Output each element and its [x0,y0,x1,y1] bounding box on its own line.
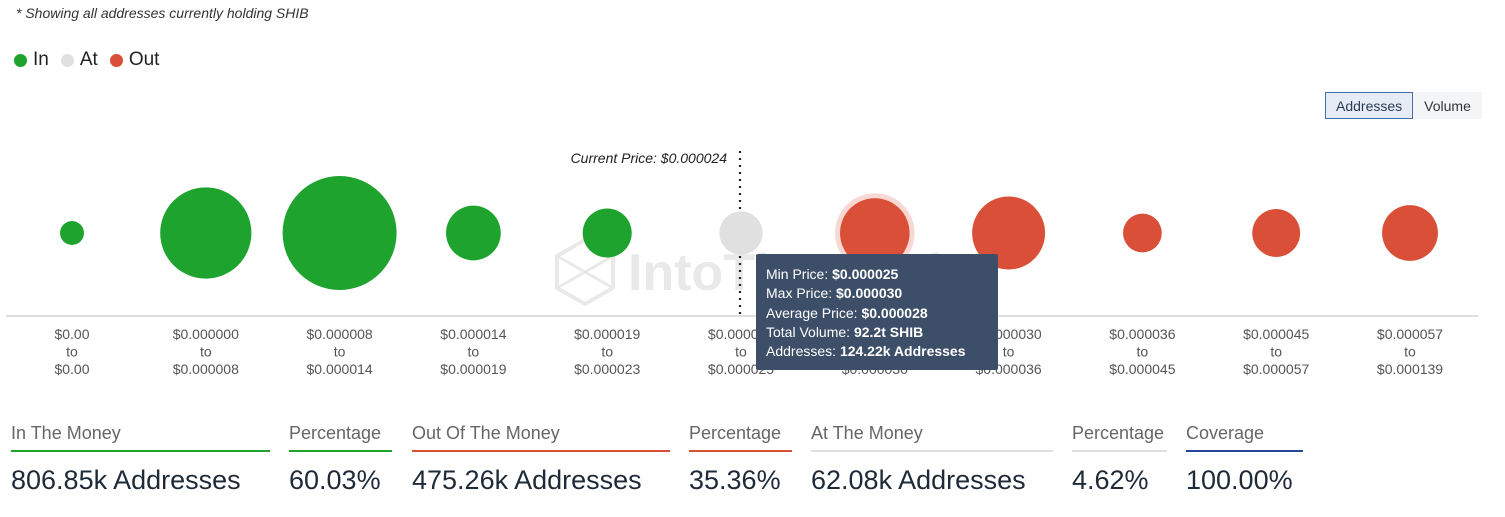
bubble-in[interactable] [446,205,501,261]
range-tick-label: to [1003,344,1015,360]
range-labels: $0.00to$0.00$0.000000to$0.000008$0.00000… [54,326,1443,377]
stat-value: 35.36% [689,465,781,495]
metric-toggle: Addresses Volume [1325,92,1482,119]
stat-out-of-the-money: Out Of The Money 475.26k Addresses [412,420,670,496]
legend-label-at: At [79,49,98,70]
range-tick-label: to [1404,344,1416,360]
range-tick-label: $0.000019 [440,361,506,377]
legend-label-out: Out [128,49,160,70]
range-tick-label: to [1270,344,1282,360]
tooltip-total-volume: Total Volume: 92.2t SHIB [766,323,924,340]
stat-out-percentage: Percentage 35.36% [689,420,792,496]
stat-label: Percentage [289,420,392,452]
bubble-in[interactable] [282,176,397,290]
range-tick-label: to [334,344,346,360]
summary-stats: In The Money 806.85k Addresses Percentag… [0,420,1505,517]
stat-label: Coverage [1186,420,1303,452]
range-tick-label: $0.000045 [1109,361,1175,377]
stat-value: 100.00% [1186,465,1293,495]
range-tick-label: $0.000008 [173,361,239,377]
legend-dot-out [109,53,123,67]
legend-dot-at [60,53,74,67]
range-tick-label: $0.000057 [1243,361,1309,377]
range-tick-label: $0.000023 [574,361,640,377]
stat-in-percentage: Percentage 60.03% [289,420,392,496]
bubble-in[interactable] [582,208,632,258]
legend-item-out[interactable]: Out [109,49,160,71]
cluster-tooltip: Min Price: $0.000025 Max Price: $0.00003… [756,254,998,370]
legend-item-at[interactable]: At [60,49,98,71]
bubble-at[interactable] [719,211,763,255]
range-tick-label: $0.000045 [1243,326,1309,342]
range-tick-label: $0.000000 [173,326,239,342]
bubble-out[interactable] [972,196,1046,270]
stat-at-the-money: At The Money 62.08k Addresses [811,420,1053,496]
stat-in-the-money: In The Money 806.85k Addresses [11,420,270,496]
stat-label: Percentage [1072,420,1167,452]
tooltip-max-price: Max Price: $0.000030 [766,285,903,302]
bubble-out[interactable] [840,198,910,268]
range-tick-label: to [200,344,212,360]
bubble-in[interactable] [60,221,84,245]
range-tick-label: $0.000008 [307,326,373,342]
tooltip-min-price: Min Price: $0.000025 [766,266,899,282]
range-tick-label: to [601,344,613,360]
legend-item-in[interactable]: In [14,49,49,71]
stat-at-percentage: Percentage 4.62% [1072,420,1167,496]
bubble-out[interactable] [1123,213,1162,253]
holding-note: * Showing all addresses currently holdin… [16,5,309,21]
bubble-chart: IntoTheBlock Current Price: $0.000024 $0… [6,150,1478,377]
bubble-out[interactable] [1252,209,1301,257]
range-tick-label: $0.000036 [1109,326,1175,342]
stat-coverage: Coverage 100.00% [1186,420,1303,496]
tooltip-addresses: Addresses: 124.22k Addresses [766,343,966,360]
legend-dot-in [14,53,27,67]
range-tick-label: $0.000139 [1377,361,1443,377]
stat-label: In The Money [11,420,270,452]
stat-value: 62.08k Addresses [811,465,1026,495]
current-price-label: Current Price: $0.000024 [571,150,728,166]
stat-value: 806.85k Addresses [11,465,241,495]
volume-button[interactable]: Volume [1413,92,1482,119]
stat-label: Percentage [689,420,792,452]
range-tick-label: $0.000019 [574,326,640,342]
addresses-button[interactable]: Addresses [1325,92,1414,119]
range-tick-label: to [735,344,747,360]
stat-value: 60.03% [289,465,381,495]
chart-legend: In At Out [14,49,171,71]
range-tick-label: $0.000014 [440,326,506,342]
legend-label-in: In [33,49,49,70]
stat-value: 475.26k Addresses [412,465,642,495]
bubble-in[interactable] [160,187,252,279]
range-tick-label: to [1137,344,1149,360]
tooltip-avg-price: Average Price: $0.000028 [766,304,928,321]
stat-label: Out Of The Money [412,420,670,452]
range-tick-label: to [66,344,78,360]
bubbles [60,176,1438,290]
stat-label: At The Money [811,420,1053,452]
range-tick-label: $0.00 [54,361,89,377]
bubble-out[interactable] [1382,205,1438,261]
range-tick-label: $0.000014 [307,361,373,377]
range-tick-label: $0.000057 [1377,326,1443,342]
range-tick-label: $0.00 [54,326,89,342]
stat-value: 4.62% [1072,465,1149,495]
range-tick-label: to [468,344,480,360]
